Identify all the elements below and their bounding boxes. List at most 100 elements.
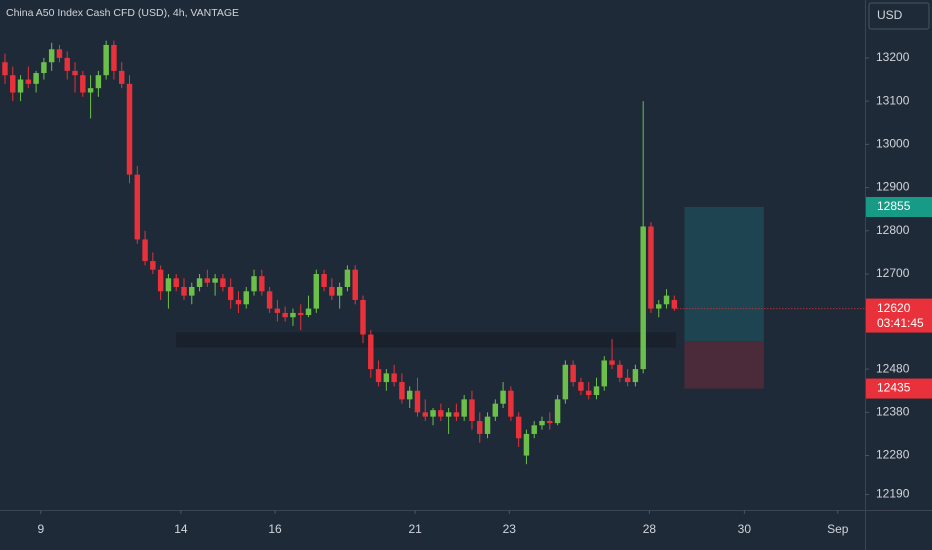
candle-body [399, 382, 405, 400]
candle-body [274, 308, 281, 313]
y-tick-label: 12280 [876, 448, 910, 462]
y-tick-label: 12380 [876, 404, 910, 418]
candle-body [80, 75, 86, 93]
x-tick-label: 21 [408, 522, 422, 536]
candle-body [103, 44, 109, 76]
candle-body [508, 390, 514, 417]
y-tick-label: 13100 [876, 93, 910, 107]
y-tick-label: 13200 [876, 50, 910, 64]
candle-body [2, 62, 8, 76]
candle-body [656, 304, 662, 309]
candle-body [578, 382, 584, 391]
price-badge-label: 12855 [877, 199, 911, 213]
candle-body [227, 286, 234, 300]
candle-body [56, 49, 63, 58]
candle-body [445, 412, 452, 417]
price-badge-label: 12435 [877, 381, 911, 395]
y-tick-label: 12900 [876, 180, 910, 194]
support-zone [176, 332, 676, 348]
candle-body [243, 291, 249, 305]
candle-body [25, 79, 32, 84]
x-tick-label: 28 [643, 522, 657, 536]
y-tick-label: 12800 [876, 223, 910, 237]
candle-body [500, 390, 506, 404]
candle-body [375, 369, 382, 383]
y-tick-label: 12190 [876, 487, 910, 501]
candle-body [406, 390, 413, 400]
candle-body [547, 420, 553, 424]
candle-body [336, 286, 343, 296]
x-tick-label: 23 [503, 522, 517, 536]
candle-body [453, 412, 460, 417]
candle-body [344, 269, 351, 287]
candle-body [157, 269, 164, 292]
candle-body [48, 49, 55, 63]
y-tick-label: 13000 [876, 137, 910, 151]
candle-body [648, 226, 654, 309]
candle-body [671, 299, 678, 309]
candle-body [189, 286, 195, 296]
price-badge [866, 378, 932, 399]
candle-body [298, 312, 304, 316]
candle-body [515, 416, 522, 439]
position-target-area [684, 207, 764, 342]
candle-body [593, 386, 600, 396]
candle-body [609, 360, 615, 365]
candle-body [134, 174, 141, 240]
candle-body [173, 278, 179, 287]
candle-body [259, 276, 265, 292]
candle-body [204, 278, 211, 283]
candle-body [220, 278, 226, 287]
candle-body [430, 410, 436, 417]
candle-body [422, 412, 428, 417]
candle-body [562, 364, 569, 400]
chart-title: China A50 Index Cash CFD (USD), 4h, VANT… [6, 7, 239, 19]
y-tick-label: 12700 [876, 266, 910, 280]
candle-body [212, 278, 218, 283]
x-tick-label: Sep [827, 522, 849, 536]
candle-body [352, 269, 358, 300]
price-badge-label: 12620 [877, 301, 911, 315]
candle-body [119, 70, 125, 84]
candle-body [640, 226, 646, 370]
candle-body [64, 57, 70, 71]
candle-body [181, 286, 187, 296]
x-tick-label: 30 [738, 522, 752, 536]
candle-body [539, 420, 545, 426]
candle-body [523, 433, 530, 456]
x-tick-label: 14 [174, 522, 188, 536]
candle-body [477, 420, 483, 434]
candle-body [632, 369, 639, 383]
candle-body [72, 70, 78, 76]
currency-label[interactable]: USD [877, 8, 903, 22]
candle-body [368, 334, 374, 370]
price-badge [866, 298, 932, 333]
candle-body [17, 79, 24, 93]
candle-body [617, 364, 623, 378]
candle-body [383, 373, 390, 383]
candle-body [585, 390, 592, 396]
candle-body [305, 308, 312, 316]
candle-body [570, 364, 576, 383]
candle-body [266, 291, 273, 309]
candle-body [461, 399, 467, 417]
position-stop-area [684, 341, 764, 389]
candle-body [282, 312, 288, 318]
candle-body [329, 286, 335, 296]
candle-body [41, 62, 47, 74]
currency-button[interactable] [868, 2, 930, 30]
candle-body [438, 410, 444, 417]
candle-body [196, 278, 203, 287]
candle-body [313, 274, 320, 309]
candle-body [469, 399, 475, 421]
candle-body [33, 73, 39, 84]
price-badge [866, 197, 932, 218]
candle-body [111, 44, 117, 71]
plot-area [2, 40, 865, 465]
candle-body [10, 75, 16, 93]
candle-body [321, 274, 327, 287]
candle-body [360, 299, 366, 335]
